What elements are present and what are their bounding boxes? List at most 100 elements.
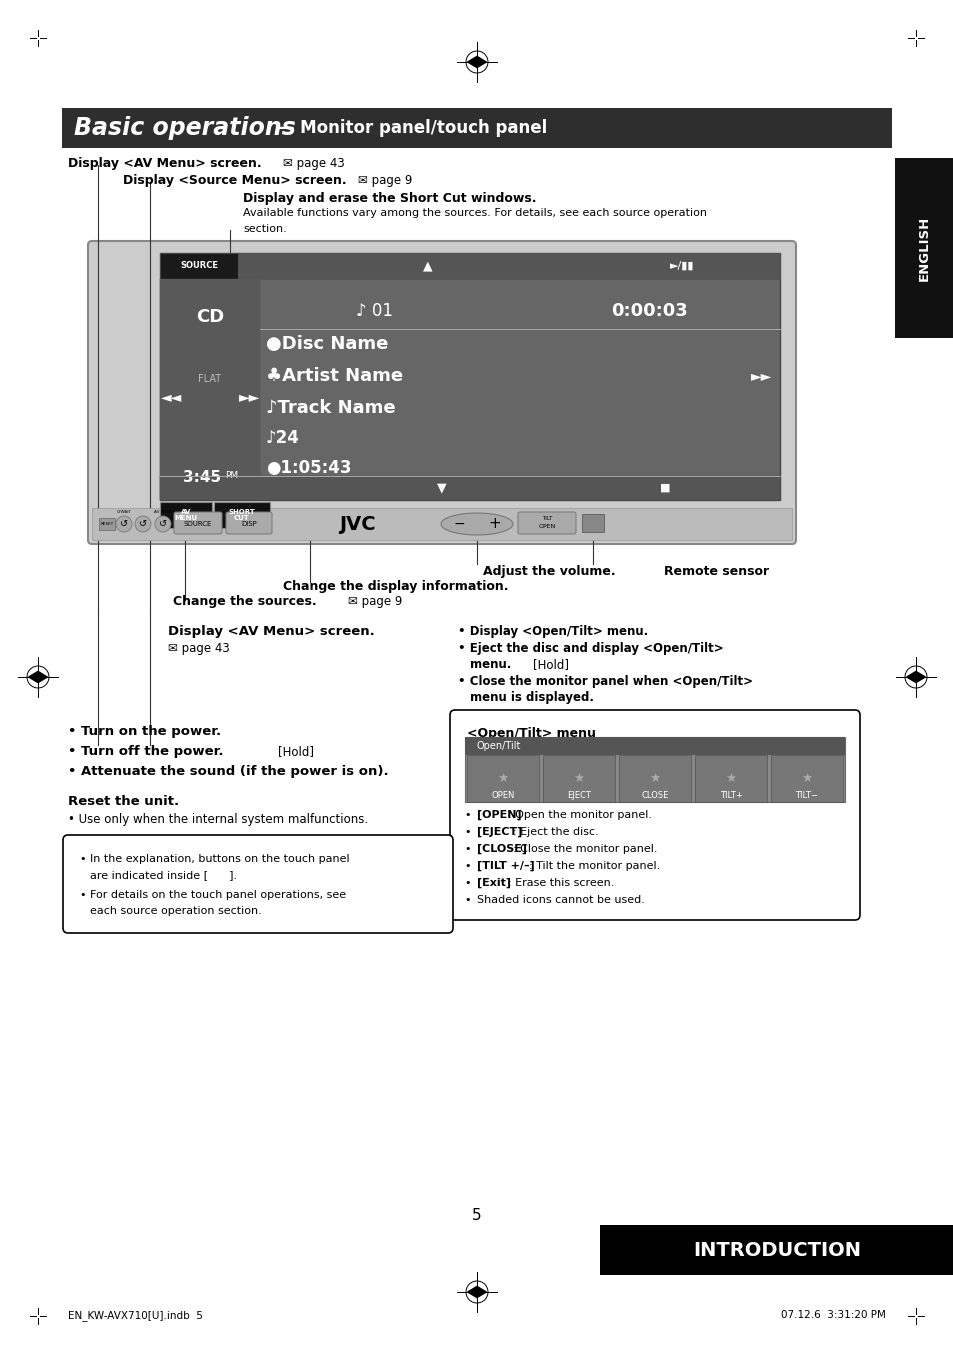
Text: TILT+: TILT+ <box>719 792 741 800</box>
Text: : Eject the disc.: : Eject the disc. <box>513 827 598 837</box>
Text: ★: ★ <box>724 772 736 785</box>
Text: • Close the monitor panel when <Open/Tilt>: • Close the monitor panel when <Open/Til… <box>457 676 752 688</box>
Bar <box>894 158 953 338</box>
Text: ★: ★ <box>573 772 584 785</box>
Text: SHORT
CUT: SHORT CUT <box>229 509 255 521</box>
FancyBboxPatch shape <box>226 512 272 533</box>
Text: ♪Track Name: ♪Track Name <box>266 399 395 417</box>
Text: : Open the monitor panel.: : Open the monitor panel. <box>508 810 652 821</box>
Bar <box>160 477 780 500</box>
Text: Available functions vary among the sources. For details, see each source operati: Available functions vary among the sourc… <box>243 209 706 218</box>
Text: each source operation section.: each source operation section. <box>90 906 261 917</box>
Polygon shape <box>467 57 486 68</box>
Text: ►/▮▮: ►/▮▮ <box>670 261 694 271</box>
Bar <box>160 502 212 528</box>
Text: • For details on the touch panel operations, see: • For details on the touch panel operati… <box>80 890 346 900</box>
Text: Open/Tilt: Open/Tilt <box>476 741 521 751</box>
Text: •: • <box>464 810 475 821</box>
Text: ↺: ↺ <box>159 519 167 529</box>
Text: ↺: ↺ <box>120 519 128 529</box>
Text: Change the display information.: Change the display information. <box>283 580 508 593</box>
Polygon shape <box>467 1286 486 1297</box>
Bar <box>99 519 115 529</box>
Text: Shaded icons cannot be used.: Shaded icons cannot be used. <box>476 895 644 904</box>
Text: INTRODUCTION: INTRODUCTION <box>692 1240 861 1259</box>
Text: menu.: menu. <box>470 658 511 672</box>
Text: ✉ page 9: ✉ page 9 <box>348 594 402 608</box>
Text: • Turn off the power.: • Turn off the power. <box>68 745 223 758</box>
Bar <box>464 737 844 756</box>
Text: [EJECT]: [EJECT] <box>476 827 522 837</box>
Circle shape <box>154 516 171 532</box>
Text: • Attenuate the sound (if the power is on).: • Attenuate the sound (if the power is o… <box>68 765 388 779</box>
Text: Adjust the volume.: Adjust the volume. <box>482 565 615 578</box>
Text: ►►: ►► <box>750 370 771 383</box>
Text: ✉ page 43: ✉ page 43 <box>283 157 344 171</box>
Text: EJECT: EJECT <box>566 792 590 800</box>
Text: Display <AV Menu> screen.: Display <AV Menu> screen. <box>168 626 375 638</box>
Text: JVC: JVC <box>338 516 375 535</box>
Bar <box>160 253 780 500</box>
Text: [Exit]: [Exit] <box>476 877 511 888</box>
Text: 0:00:03: 0:00:03 <box>611 302 688 320</box>
Text: 5: 5 <box>472 1208 481 1223</box>
Bar <box>237 253 780 279</box>
Bar <box>599 1225 953 1275</box>
Bar <box>542 756 615 802</box>
Text: • Display <Open/Tilt> menu.: • Display <Open/Tilt> menu. <box>457 626 648 638</box>
Text: [Hold]: [Hold] <box>277 745 314 758</box>
Text: are indicated inside [      ].: are indicated inside [ ]. <box>90 871 237 880</box>
Text: section.: section. <box>243 223 287 234</box>
Text: • Eject the disc and display <Open/Tilt>: • Eject the disc and display <Open/Tilt> <box>457 642 723 655</box>
Bar <box>213 502 270 528</box>
Text: PM: PM <box>225 471 238 481</box>
Text: AV
MENU: AV MENU <box>174 509 197 521</box>
Text: • Use only when the internal system malfunctions.: • Use only when the internal system malf… <box>68 812 368 826</box>
Text: −: − <box>453 517 464 531</box>
Bar <box>770 756 842 802</box>
Text: TILT: TILT <box>541 516 552 520</box>
Text: +: + <box>488 516 501 532</box>
Text: Reset the unit.: Reset the unit. <box>68 795 179 808</box>
Text: FLAT: FLAT <box>198 374 221 385</box>
Text: SOURCE: SOURCE <box>180 261 218 271</box>
Text: : Erase this screen.: : Erase this screen. <box>508 877 614 888</box>
Circle shape <box>135 516 151 532</box>
Text: Basic operations: Basic operations <box>74 116 295 139</box>
Circle shape <box>116 516 132 532</box>
Text: DISP: DISP <box>241 521 256 527</box>
FancyBboxPatch shape <box>450 709 859 919</box>
Text: •: • <box>464 895 475 904</box>
Text: RESET: RESET <box>100 523 113 525</box>
Text: : Close the monitor panel.: : Close the monitor panel. <box>513 844 658 854</box>
Text: Display <Source Menu> screen.: Display <Source Menu> screen. <box>123 175 346 187</box>
Text: ↺: ↺ <box>139 519 147 529</box>
Text: [Hold]: [Hold] <box>533 658 568 672</box>
Text: Display and erase the Short Cut windows.: Display and erase the Short Cut windows. <box>243 192 536 204</box>
Text: : Tilt the monitor panel.: : Tilt the monitor panel. <box>529 861 659 871</box>
Text: ✉ page 43: ✉ page 43 <box>168 642 230 655</box>
Text: ◄◄: ◄◄ <box>161 390 182 403</box>
Text: OPEN: OPEN <box>491 792 515 800</box>
Bar <box>618 756 690 802</box>
Text: O/WAIT: O/WAIT <box>116 510 132 515</box>
Text: ✉ page 9: ✉ page 9 <box>357 175 412 187</box>
Text: •: • <box>464 844 475 854</box>
Text: OPEN: OPEN <box>537 524 555 529</box>
Polygon shape <box>29 672 48 682</box>
Text: ★: ★ <box>649 772 659 785</box>
Text: 3:45: 3:45 <box>183 470 221 486</box>
Text: CD: CD <box>195 307 224 326</box>
Bar <box>160 279 260 500</box>
Text: • In the explanation, buttons on the touch panel: • In the explanation, buttons on the tou… <box>80 854 349 864</box>
Text: Display <AV Menu> screen.: Display <AV Menu> screen. <box>68 157 261 171</box>
Text: ♪24: ♪24 <box>266 429 299 447</box>
Text: — Monitor panel/touch panel: — Monitor panel/touch panel <box>272 119 547 137</box>
Text: •: • <box>464 827 475 837</box>
Bar <box>464 737 844 802</box>
Text: [CLOSE]: [CLOSE] <box>476 844 526 854</box>
Text: [TILT +/–]: [TILT +/–] <box>476 861 535 871</box>
Text: [OPEN]: [OPEN] <box>476 810 521 821</box>
Bar <box>695 756 766 802</box>
Text: ●Disc Name: ●Disc Name <box>266 334 388 353</box>
